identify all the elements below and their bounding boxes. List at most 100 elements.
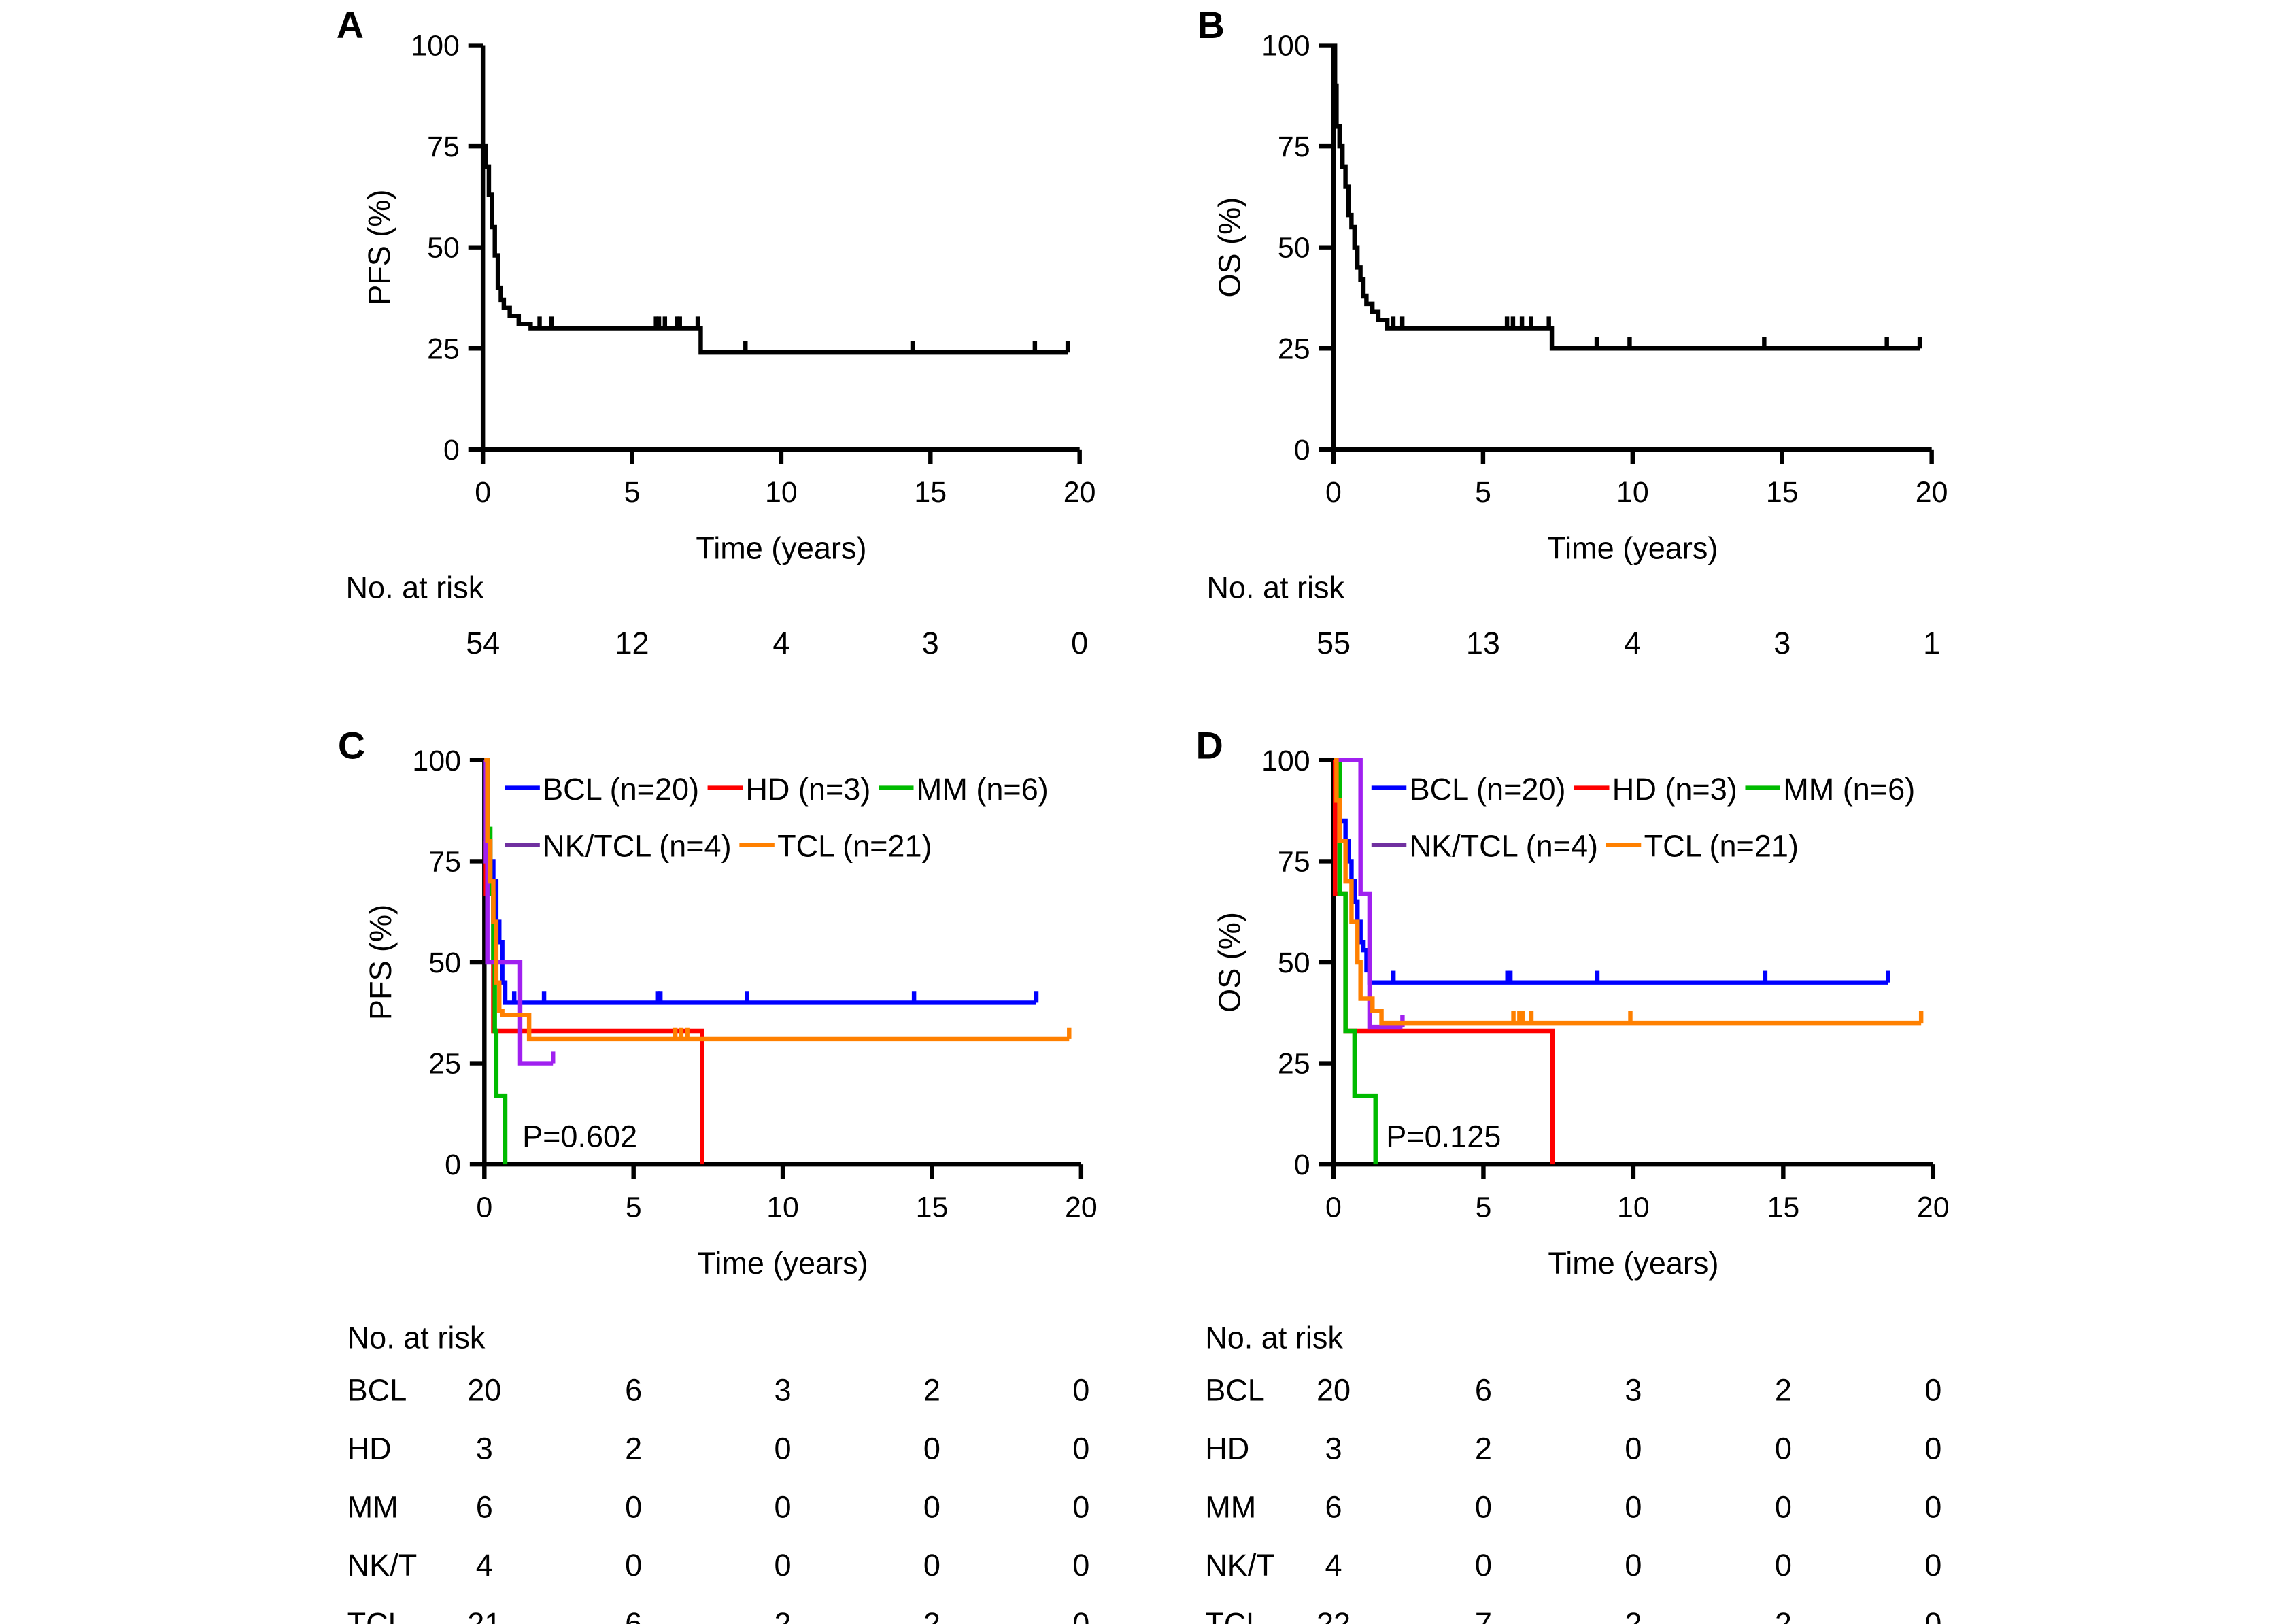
risk-value: 0 bbox=[775, 1548, 792, 1583]
y-tick-label: 100 bbox=[1261, 745, 1310, 777]
risk-value: 3 bbox=[476, 1432, 493, 1466]
legend-label: HD (n=3) bbox=[1612, 772, 1737, 807]
x-axis-label: Time (years) bbox=[1547, 531, 1718, 566]
x-tick-label: 0 bbox=[475, 476, 491, 509]
risk-value: 2 bbox=[775, 1606, 792, 1624]
risk-value: 4 bbox=[1624, 626, 1641, 660]
risk-value: 0 bbox=[1475, 1489, 1492, 1524]
risk-value: 0 bbox=[1625, 1432, 1642, 1466]
x-axis-label: Time (years) bbox=[1548, 1246, 1718, 1281]
risk-value: 0 bbox=[1072, 1489, 1089, 1524]
x-tick-label: 10 bbox=[1616, 476, 1649, 509]
y-tick-label: 50 bbox=[427, 232, 460, 265]
risk-value: 54 bbox=[466, 626, 500, 660]
y-tick-label: 0 bbox=[1294, 434, 1310, 467]
risk-value: 20 bbox=[467, 1373, 501, 1408]
y-tick-label: 100 bbox=[1261, 30, 1310, 63]
panel-B: B 0 25 50 75 100 0 5 10 15 20 Time (years) OS (%) No.… bbox=[1198, 4, 1948, 660]
risk-row-label: NK/T bbox=[347, 1548, 418, 1583]
km-curve-tcl bbox=[1333, 758, 1922, 1026]
panel-label: A bbox=[337, 4, 364, 46]
legend-label: HD (n=3) bbox=[745, 772, 870, 807]
panel-label: B bbox=[1198, 4, 1225, 46]
panel-A: A 0 25 50 75 100 0 5 10 15 20 Time (years) PFS (%) No… bbox=[337, 4, 1096, 660]
risk-value: 4 bbox=[1325, 1548, 1342, 1583]
km-curve-tcl bbox=[484, 758, 1070, 1042]
legend-label: TCL (n=21) bbox=[777, 828, 932, 863]
panel-label: C bbox=[338, 725, 365, 767]
risk-value: 3 bbox=[1773, 626, 1790, 660]
risk-value: 21 bbox=[467, 1606, 501, 1624]
risk-value: 4 bbox=[476, 1548, 493, 1583]
risk-value: 0 bbox=[1072, 1606, 1089, 1624]
risk-row-label: HD bbox=[347, 1432, 392, 1466]
legend-label: MM (n=6) bbox=[917, 772, 1049, 807]
risk-value: 0 bbox=[1924, 1489, 1941, 1524]
y-tick-label: 0 bbox=[445, 1149, 461, 1181]
y-tick-label: 100 bbox=[412, 745, 461, 777]
risk-value: 0 bbox=[1775, 1489, 1792, 1524]
risk-value: 0 bbox=[1924, 1548, 1941, 1583]
y-tick-label: 50 bbox=[428, 947, 461, 979]
risk-value: 12 bbox=[615, 626, 649, 660]
risk-value: 0 bbox=[1775, 1432, 1792, 1466]
x-tick-label: 20 bbox=[1917, 1191, 1950, 1223]
x-tick-label: 15 bbox=[914, 476, 947, 509]
risk-value: 3 bbox=[1625, 1373, 1642, 1408]
risk-value: 3 bbox=[775, 1373, 792, 1408]
risk-value: 22 bbox=[1317, 1606, 1351, 1624]
risk-value: 1 bbox=[1923, 626, 1940, 660]
risk-value: 0 bbox=[1475, 1548, 1492, 1583]
risk-value: 0 bbox=[1072, 1432, 1089, 1466]
x-tick-label: 20 bbox=[1064, 476, 1096, 509]
x-tick-label: 5 bbox=[624, 476, 641, 509]
risk-table-title: No. at risk bbox=[1206, 571, 1344, 605]
risk-value: 0 bbox=[1072, 1548, 1089, 1583]
risk-table-title: No. at risk bbox=[345, 571, 483, 605]
risk-value: 0 bbox=[625, 1548, 642, 1583]
y-axis-label: OS (%) bbox=[1212, 197, 1247, 298]
risk-row-label: MM bbox=[347, 1489, 398, 1524]
risk-row-label: BCL bbox=[347, 1373, 407, 1408]
x-tick-label: 20 bbox=[1065, 1191, 1098, 1223]
risk-value: 0 bbox=[1924, 1432, 1941, 1466]
x-axis-label: Time (years) bbox=[696, 531, 866, 566]
risk-value: 6 bbox=[625, 1606, 642, 1624]
y-tick-label: 0 bbox=[1294, 1149, 1310, 1181]
risk-value: 0 bbox=[775, 1432, 792, 1466]
x-tick-label: 10 bbox=[765, 476, 798, 509]
x-tick-label: 10 bbox=[1617, 1191, 1650, 1223]
y-tick-label: 25 bbox=[427, 333, 460, 365]
y-tick-label: 75 bbox=[1278, 131, 1310, 163]
risk-value: 2 bbox=[923, 1373, 940, 1408]
risk-value: 7 bbox=[1475, 1606, 1492, 1624]
risk-value: 0 bbox=[1071, 626, 1088, 660]
y-axis-label: OS (%) bbox=[1212, 912, 1247, 1013]
risk-value: 0 bbox=[923, 1548, 940, 1583]
p-value: P=0.602 bbox=[522, 1119, 637, 1153]
x-tick-label: 0 bbox=[1325, 1191, 1342, 1223]
y-tick-label: 0 bbox=[443, 434, 460, 467]
x-tick-label: 15 bbox=[916, 1191, 949, 1223]
risk-value: 13 bbox=[1466, 626, 1500, 660]
risk-value: 6 bbox=[1325, 1489, 1342, 1524]
risk-row-label: BCL bbox=[1205, 1373, 1265, 1408]
x-tick-label: 5 bbox=[1476, 1191, 1492, 1223]
risk-value: 55 bbox=[1317, 626, 1351, 660]
y-tick-label: 75 bbox=[427, 131, 460, 163]
y-tick-label: 75 bbox=[428, 845, 461, 878]
y-tick-label: 75 bbox=[1278, 845, 1310, 878]
x-tick-label: 15 bbox=[1767, 1191, 1799, 1223]
x-tick-label: 0 bbox=[476, 1191, 492, 1223]
y-tick-label: 25 bbox=[1278, 333, 1310, 365]
x-axis-label: Time (years) bbox=[698, 1246, 868, 1281]
y-tick-label: 100 bbox=[411, 30, 460, 63]
risk-value: 0 bbox=[625, 1489, 642, 1524]
risk-value: 3 bbox=[1325, 1432, 1342, 1466]
risk-value: 2 bbox=[1775, 1373, 1792, 1408]
y-tick-label: 25 bbox=[428, 1048, 461, 1081]
risk-value: 0 bbox=[775, 1489, 792, 1524]
km-curve-nk-tcl bbox=[1333, 758, 1403, 1030]
risk-row-label: HD bbox=[1205, 1432, 1249, 1466]
